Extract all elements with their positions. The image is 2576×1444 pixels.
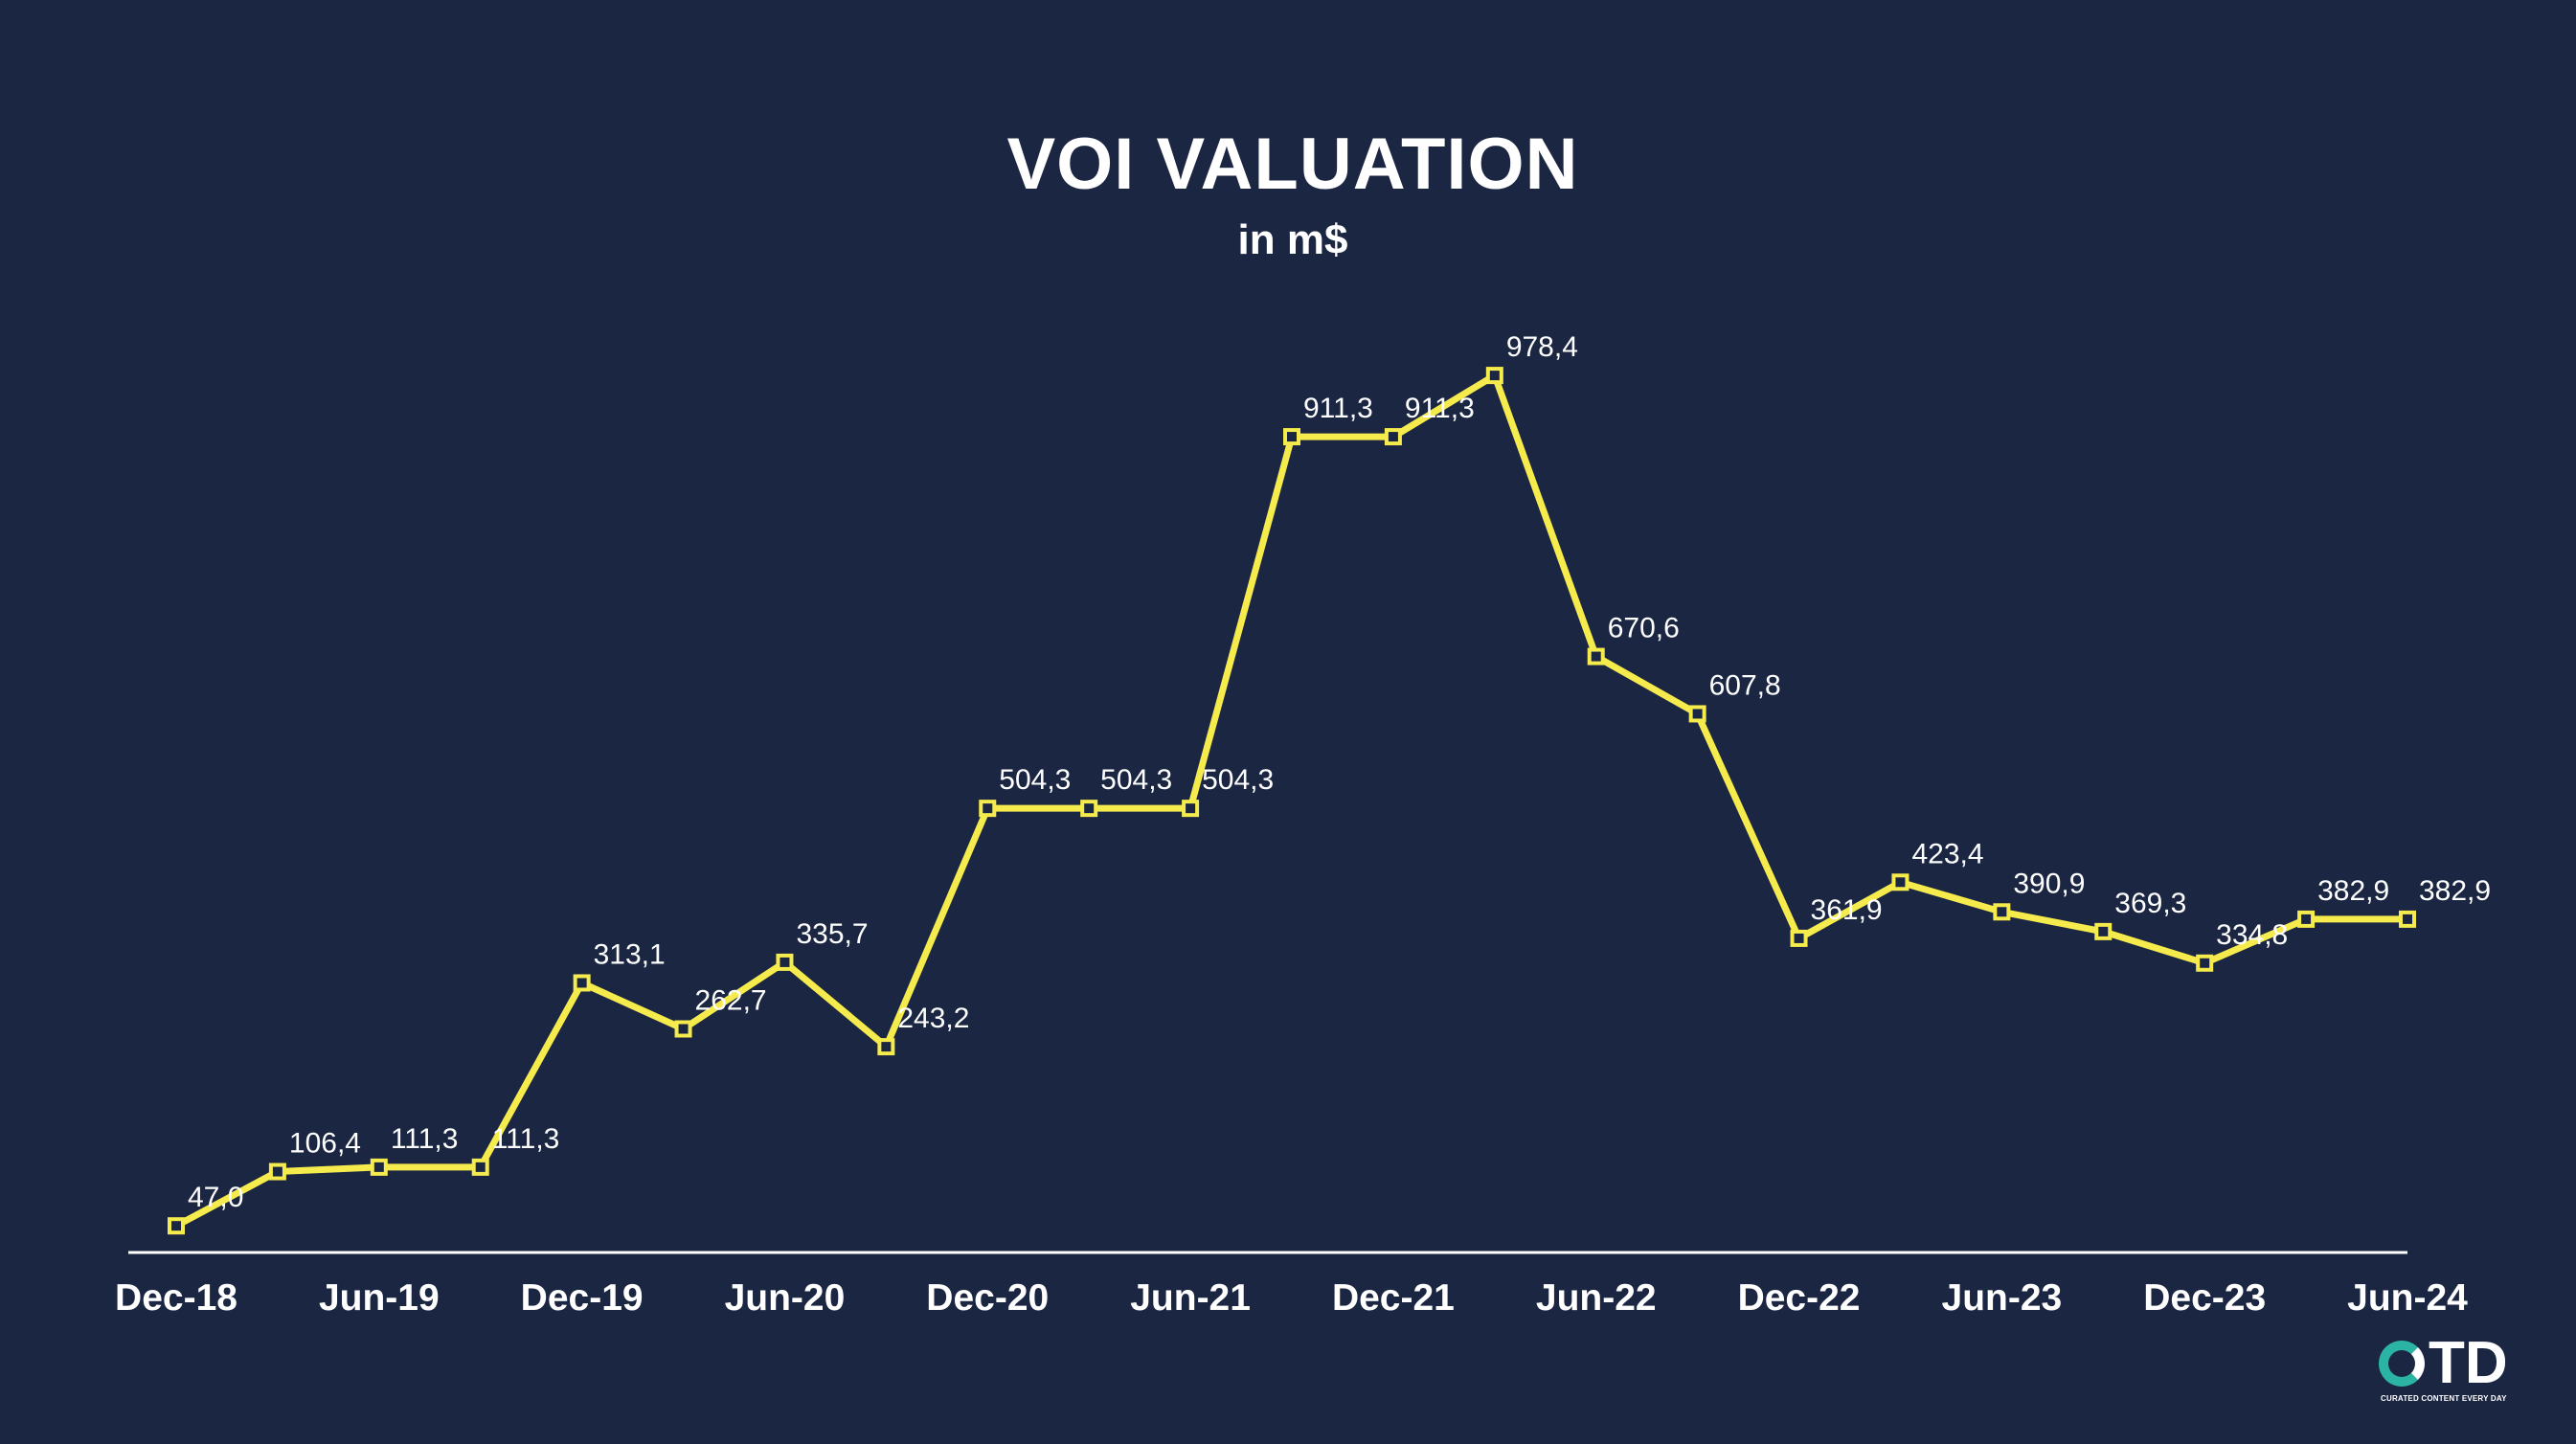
- data-point-marker: [2297, 910, 2316, 928]
- logo-ring-icon: [2379, 1341, 2425, 1387]
- data-label: 361,9: [1811, 894, 1883, 926]
- data-point-marker: [1891, 873, 1909, 891]
- data-label: 504,3: [1100, 764, 1172, 796]
- data-point-marker: [1384, 428, 1402, 446]
- chart-subtitle: in m$: [1237, 216, 1348, 263]
- chart-title: VOI VALUATION: [1006, 124, 1579, 205]
- data-point-marker: [776, 953, 794, 971]
- data-point-marker: [674, 1020, 692, 1038]
- data-point-marker: [2399, 910, 2416, 928]
- series-line-layer: [172, 372, 2411, 1230]
- x-tick-label-layer: Dec-18 Jun-19 Dec-19 Jun-20 Dec-20 Jun-21 Dec-…: [115, 1277, 2468, 1319]
- data-label: 313,1: [594, 938, 666, 970]
- data-point-marker: [2094, 922, 2113, 940]
- x-tick-label: Jun-22: [1536, 1277, 1657, 1319]
- data-point-marker: [1587, 647, 1605, 666]
- x-tick-label: Dec-23: [2143, 1277, 2266, 1319]
- data-label: 911,3: [1303, 393, 1373, 424]
- data-label: 262,7: [695, 985, 767, 1017]
- data-label: 335,7: [796, 918, 868, 950]
- logo-letters: TD: [2429, 1330, 2508, 1396]
- data-marker-layer: [168, 367, 2416, 1235]
- data-point-marker: [1790, 929, 1808, 947]
- data-label-layer: 47,0 106,4 111,3 111,3 313,1 262,7 335,7 243,2 5…: [188, 331, 2491, 1213]
- data-point-marker: [1688, 705, 1706, 723]
- data-point-marker: [1283, 428, 1300, 446]
- data-label: 106,4: [289, 1128, 361, 1160]
- data-label: 911,3: [1405, 393, 1475, 424]
- x-tick-label: Dec-19: [521, 1277, 644, 1319]
- data-label: 423,4: [1911, 838, 1983, 869]
- data-point-marker: [2196, 954, 2214, 972]
- data-label: 111,3: [391, 1123, 459, 1155]
- x-tick-label: Dec-22: [1738, 1277, 1861, 1319]
- x-tick-label: Dec-20: [926, 1277, 1049, 1319]
- data-point-marker: [471, 1158, 489, 1176]
- logo-wordmark: TD: [2379, 1333, 2508, 1394]
- data-point-marker: [370, 1158, 388, 1176]
- data-label: 334,8: [2216, 919, 2288, 951]
- x-tick-label: Jun-20: [725, 1277, 846, 1319]
- series-line: [172, 372, 2411, 1230]
- data-label: 382,9: [2317, 875, 2389, 907]
- data-point-marker: [1485, 367, 1503, 385]
- data-point-marker: [268, 1162, 286, 1181]
- data-label: 369,3: [2114, 888, 2186, 919]
- data-label: 504,3: [1202, 764, 1274, 796]
- data-label: 111,3: [492, 1123, 560, 1155]
- data-label: 47,0: [188, 1182, 243, 1213]
- data-point-marker: [877, 1038, 895, 1056]
- data-label: 504,3: [999, 764, 1071, 796]
- data-label: 390,9: [2013, 868, 2085, 899]
- data-point-marker: [1993, 903, 2011, 921]
- brand-logo: TD CURATED CONTENT EVERY DAY: [2379, 1333, 2542, 1410]
- data-label: 978,4: [1506, 331, 1578, 363]
- x-tick-label: Jun-21: [1130, 1277, 1251, 1319]
- data-label: 243,2: [897, 1003, 969, 1034]
- x-tick-label: Jun-23: [1942, 1277, 2063, 1319]
- data-label: 607,8: [1709, 669, 1781, 701]
- data-point-marker: [979, 800, 997, 818]
- x-tick-label: Dec-21: [1332, 1277, 1455, 1319]
- data-point-marker: [1182, 800, 1200, 818]
- x-tick-label: Jun-19: [319, 1277, 440, 1319]
- data-label: 670,6: [1608, 613, 1680, 644]
- logo-tagline: CURATED CONTENT EVERY DAY: [2381, 1394, 2507, 1403]
- data-point-marker: [1080, 800, 1098, 818]
- data-label: 382,9: [2419, 875, 2491, 907]
- data-point-marker: [168, 1217, 185, 1235]
- data-point-marker: [573, 974, 591, 992]
- x-tick-label: Dec-18: [115, 1277, 237, 1319]
- x-tick-label: Jun-24: [2347, 1277, 2468, 1319]
